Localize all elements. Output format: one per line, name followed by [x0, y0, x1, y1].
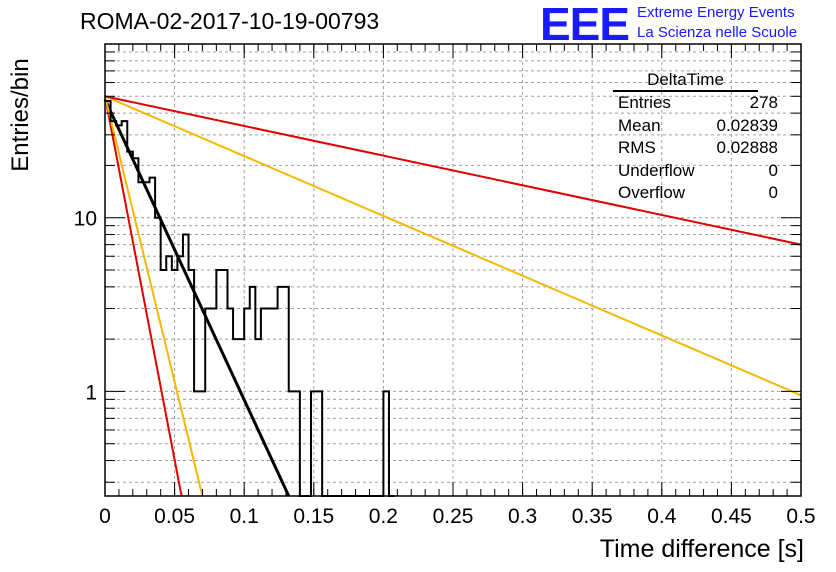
logo-line-1: Extreme Energy Events [637, 4, 795, 21]
x-axis-label: Time difference [s] [599, 535, 804, 563]
x-tick-label: 0.4 [647, 505, 677, 528]
eee-logo: EEE [540, 0, 630, 50]
stats-box: DeltaTime Entries 278 Mean 0.02839 RMS 0.02… [610, 70, 780, 205]
y-tick-label: 10 [74, 208, 97, 231]
x-tick-label: 0.45 [711, 505, 752, 528]
stats-value: 278 [749, 93, 778, 112]
x-tick-label: 0.25 [433, 505, 474, 528]
stats-label: RMS [618, 138, 656, 157]
chart-title: ROMA-02-2017-10-19-00793 [80, 8, 380, 34]
fit-line [104, 96, 183, 497]
fit-line [104, 95, 802, 246]
x-tick-label: 0.3 [508, 505, 537, 528]
x-tick-label: 0 [99, 505, 111, 528]
x-tick-label: 0.15 [293, 505, 334, 528]
x-tick-label: 0.35 [572, 505, 613, 528]
stats-value: 0.02839 [716, 115, 778, 135]
stats-value: 0 [768, 183, 778, 202]
y-axis-label: Entries/bin [7, 58, 34, 172]
stats-row-mean: Mean 0.02839 [618, 115, 778, 138]
stats-label: Mean [618, 115, 661, 135]
stats-row-entries: Entries 278 [618, 92, 778, 115]
stats-label: Overflow [618, 183, 686, 202]
fit-lines [103, 95, 802, 497]
histogram-series [105, 99, 395, 497]
stats-label: Entries [618, 93, 671, 112]
stats-value: 0.02888 [716, 138, 778, 157]
stats-row-overflow: Overflow 0 [618, 182, 778, 205]
stats-title: DeltaTime [613, 70, 758, 92]
axes: 0 0.05 0.1 0.15 0.2 0.25 0.3 0.35 0.4 0.45 0.5 1 10 [74, 43, 816, 528]
stats-row-underflow: Underflow 0 [618, 160, 778, 183]
fit-line [104, 96, 204, 497]
stats-row-rms: RMS 0.02888 [618, 137, 778, 160]
fit-line [103, 98, 291, 497]
x-tick-label: 0.05 [154, 505, 195, 528]
stats-label: Underflow [618, 160, 695, 180]
logo-line-2: La Scienza nelle Scuole [637, 24, 798, 41]
histogram-steps [105, 99, 395, 497]
x-tick-label: 0.5 [786, 505, 815, 528]
stats-value: 0 [768, 160, 778, 180]
y-tick-label: 1 [85, 381, 97, 404]
x-tick-label: 0.1 [230, 505, 259, 528]
fit-line [104, 95, 802, 397]
x-tick-label: 0.2 [369, 505, 398, 528]
